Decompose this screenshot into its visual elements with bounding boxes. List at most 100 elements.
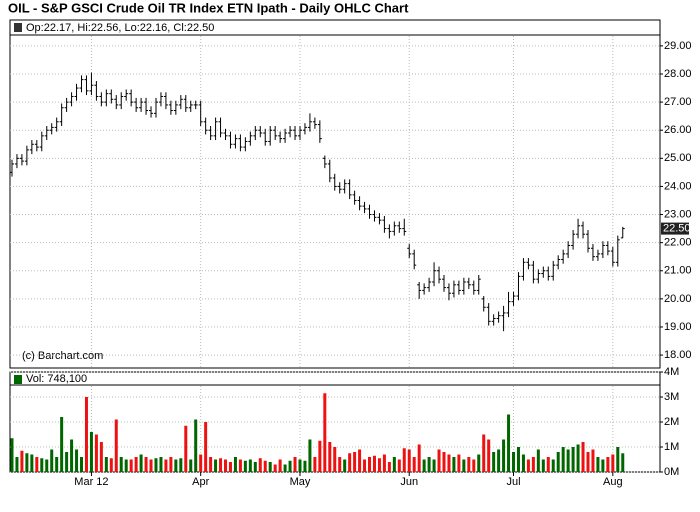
volume-bar [129, 459, 133, 472]
volume-bar [75, 449, 79, 472]
y-tick-label: 25.00 [664, 152, 692, 164]
volume-bar [15, 457, 19, 472]
y-tick-label: 24.00 [664, 180, 692, 192]
volume-bar [521, 454, 525, 472]
volume-bar [452, 457, 456, 472]
volume-bar [80, 457, 84, 472]
volume-bar [50, 449, 54, 472]
header-swatch [14, 23, 22, 32]
volume-bar [397, 459, 401, 472]
volume-bar [228, 462, 232, 472]
volume-bar [70, 439, 74, 472]
volume-bar [437, 449, 441, 472]
volume-bar [30, 454, 34, 472]
volume-bar [40, 458, 44, 472]
volume-bar [144, 457, 148, 472]
volume-bar [164, 459, 168, 472]
volume-bar [278, 459, 282, 472]
volume-bar [323, 393, 327, 472]
volume-bar [377, 458, 381, 472]
x-tick-label: Jul [506, 476, 520, 488]
volume-bar [338, 457, 342, 472]
volume-bar [273, 464, 277, 472]
volume-bar [293, 457, 297, 472]
volume-bar [526, 459, 530, 472]
volume-bar [343, 459, 347, 472]
volume-bar [487, 439, 491, 472]
price-header: Op:22.17, Hi:22.56, Lo:22.16, Cl:22.50 [26, 22, 214, 34]
volume-bar [358, 449, 362, 472]
y-tick-label: 0M [664, 466, 679, 478]
volume-bar [45, 459, 49, 472]
volume-bar [611, 454, 615, 472]
volume-bar [497, 449, 501, 472]
x-tick-label: Apr [192, 476, 209, 488]
volume-bar [99, 442, 103, 472]
volume-bar [353, 452, 357, 472]
volume-bar [536, 449, 540, 472]
volume-bar [219, 458, 223, 472]
volume-bar [531, 457, 535, 472]
volume-bar [174, 459, 178, 472]
volume-bar [139, 454, 143, 472]
volume-bar [35, 457, 39, 472]
volume-bar [89, 432, 93, 472]
chart-title: OIL - S&P GSCI Crude Oil TR Index ETN Ip… [8, 0, 409, 15]
y-tick-label: 2M [664, 416, 679, 428]
volume-bar [318, 440, 322, 472]
volume-bar [149, 459, 153, 472]
volume-bar [179, 458, 183, 472]
volume-bar [25, 453, 29, 472]
volume-bar [412, 457, 416, 472]
volume-bar [20, 450, 24, 472]
volume-bar [507, 414, 511, 472]
volume-bar [55, 457, 59, 472]
y-tick-label: 1M [664, 441, 679, 453]
volume-bar [134, 457, 138, 472]
volume-bar [516, 447, 520, 472]
volume-bar [492, 452, 496, 472]
volume-bar [551, 459, 555, 472]
volume-bar [60, 417, 64, 472]
volume-bar [472, 459, 476, 472]
watermark: (c) Barchart.com [22, 350, 103, 362]
x-tick-label: Mar 12 [74, 476, 108, 488]
y-tick-label: 20.00 [664, 293, 692, 305]
marks [9, 36, 660, 473]
y-tick-label: 27.00 [664, 96, 692, 108]
volume-bar [243, 460, 247, 472]
y-tick-label: 18.00 [664, 349, 692, 361]
volume-bar [586, 452, 590, 472]
last-price-box [661, 222, 689, 235]
volume-bar [253, 462, 257, 472]
volume-bar [114, 419, 118, 472]
volume-bar [194, 419, 198, 472]
volume-bar [308, 439, 312, 472]
volume-bar [238, 459, 242, 472]
volume-bar [556, 452, 560, 472]
volume-bar [616, 447, 620, 472]
volume-bar [109, 458, 113, 472]
volume-header: Vol: 748,100 [26, 373, 87, 385]
x-tick-label: Jun [400, 476, 418, 488]
volume-bar [263, 460, 267, 472]
volume-bar [502, 439, 506, 472]
volume-bar [382, 454, 386, 472]
volume-bar [233, 457, 237, 472]
volume-bar [328, 442, 332, 472]
volume-bar [283, 464, 287, 472]
volume-bar [298, 459, 302, 472]
volume-bar [477, 454, 481, 472]
volume-bar [482, 434, 486, 472]
volume-bar [124, 459, 128, 472]
y-tick-label: 22.00 [664, 237, 692, 249]
volume-bar [422, 459, 426, 472]
volume-bar [621, 453, 625, 472]
x-tick-label: Aug [603, 476, 623, 488]
volume-bar [457, 454, 461, 472]
volume-bar [258, 458, 262, 472]
volume-bar [392, 457, 396, 472]
volume-bar [84, 397, 88, 472]
